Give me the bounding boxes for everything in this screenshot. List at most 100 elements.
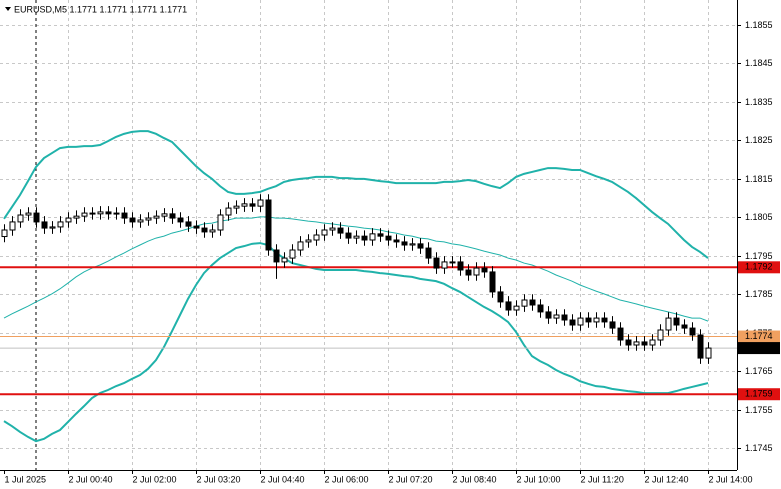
last-price-label: 1.1771 [745,342,773,352]
candle-body [409,243,416,246]
level-label: 1.1759 [745,389,773,399]
candle-body [281,257,288,263]
candle-body [233,205,240,209]
y-tick-label: 1.1805 [745,212,773,222]
x-tick-label: 2 Jul 03:20 [197,474,241,484]
candle-body [193,225,200,229]
y-tick-label: 1.1845 [745,58,773,68]
bollinger-lower [3,242,709,443]
candle-body [209,229,216,233]
candle-body [297,241,304,251]
candle-body [57,221,64,228]
y-tick-label: 1.1815 [745,174,773,184]
candle-body [225,207,232,216]
candle-body [121,212,128,219]
candle-body [137,219,144,223]
x-tick-label: 2 Jul 00:40 [69,474,113,484]
candle-body [697,334,704,359]
candle-body [65,217,72,223]
x-tick-label: 2 Jul 02:00 [133,474,177,484]
candle-body [561,314,568,321]
candle-body [81,212,88,217]
candle-body [705,347,712,359]
candle-body [265,199,272,251]
candle-body [1,229,8,238]
level-label-box [738,330,780,343]
candle-body [153,215,160,219]
candle-body [201,227,208,233]
level-label: 1.1774 [745,331,773,341]
candle-body [377,233,384,237]
candle-body [609,321,616,329]
candle-body [577,317,584,326]
candle-body [457,261,464,271]
x-tick-label: 2 Jul 11:20 [581,474,624,484]
candle-body [505,301,512,311]
level-label-box [738,261,780,274]
candle-body [25,212,32,216]
candle-body [601,317,608,323]
x-tick-label: 2 Jul 04:40 [261,474,305,484]
candle-body [33,212,40,223]
candle-body [617,327,624,341]
candle-body [273,249,280,263]
candle-body [329,227,336,231]
candle-body [313,234,320,241]
candle-body [625,339,632,346]
x-tick-label: 1 Jul 2025 [5,474,47,484]
axes: 1.1855 1.1845 1.1835 1.1825 1.1815 1.1805 1.17… [4,20,780,484]
candle-body [425,247,432,259]
chart-title: EURUSD,M5 1.1771 1.1771 1.1771 1.1771 [14,4,187,14]
x-tick-label: 2 Jul 06:00 [325,474,369,484]
candle-body [497,291,504,303]
last-price-box [738,342,780,355]
candle-body [353,235,360,239]
candle-body [593,317,600,323]
candle-body [361,235,368,241]
candle-body [337,227,344,234]
x-tick-label: 2 Jul 08:40 [453,474,497,484]
candle-body [97,211,104,215]
bollinger-upper [3,130,709,259]
candle-body [321,229,328,236]
candle-body [9,221,16,231]
candle-body [481,267,488,273]
candle-body [49,226,56,229]
candle-body [545,311,552,319]
y-tick-label: 1.1825 [745,135,773,145]
candle-body [217,214,224,231]
y-tick-label: 1.1835 [745,97,773,107]
x-tick-label: 2 Jul 14:00 [709,474,753,484]
candle-body [417,243,424,249]
y-tick-label: 1.1745 [745,443,773,453]
candle-body [465,269,472,276]
candle-body [473,267,480,276]
candle-body [345,232,352,239]
candle-body [249,203,256,207]
candle-body [521,299,528,307]
candle-body [385,235,392,241]
candle-body [649,339,656,346]
candle-body [569,319,576,326]
plot [0,130,737,443]
level-label-box [738,388,780,401]
candle-body [305,239,312,243]
level-label: 1.1792 [745,262,773,272]
candle-body [289,249,296,259]
candle-body [449,261,456,264]
candle-body [257,199,264,207]
candle-body [393,239,400,243]
candle-body [73,215,80,219]
candle-body [145,217,152,221]
candle-body [177,217,184,223]
x-tick-label: 2 Jul 12:40 [645,474,689,484]
candle-body [665,317,672,331]
menu-triangle [5,7,11,11]
y-tick-label: 1.1765 [745,366,773,376]
candle-body [553,314,560,319]
candle-body [585,317,592,323]
x-tick-label: 2 Jul 07:20 [389,474,433,484]
y-tick-label: 1.1855 [745,20,773,30]
y-tick-label: 1.1755 [745,405,773,415]
